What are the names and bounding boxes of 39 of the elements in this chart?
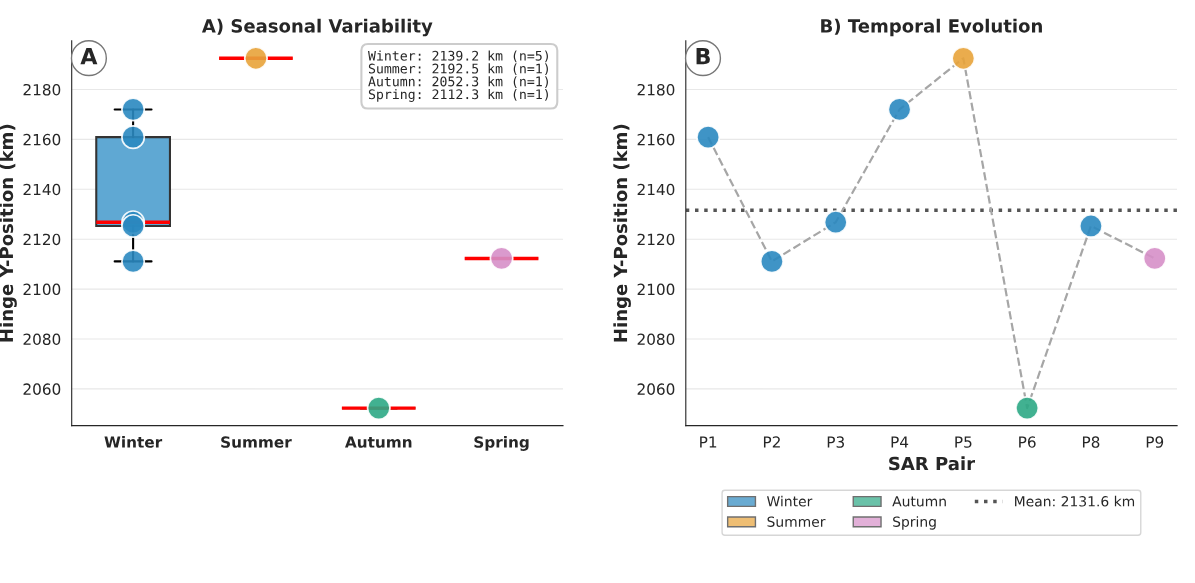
x-tick-label: P9: [1146, 436, 1164, 448]
annotation: Winter: 2139.2 km (n=5) Summer: 2192.5 km (n=1) Autumn: 2052.3 km (n=1) Spring: 2112.3 km (n=1): [368, 50, 548, 102]
y-tick-label: 2160: [23, 133, 61, 146]
y-axis-title: Hinge Y-Position (km): [613, 124, 631, 342]
chart-title: B) Temporal Evolution: [821, 18, 1042, 37]
y-tick-label: 2100: [637, 283, 675, 296]
y-tick-label: 2120: [637, 233, 675, 246]
y-tick-label: 2080: [637, 333, 675, 346]
x-tick-label: P1: [700, 436, 717, 448]
legend-label: Winter: [767, 495, 813, 507]
y-tick-label: 2140: [637, 183, 675, 196]
y-tick-label: 2180: [23, 83, 61, 96]
annotation: A: [80, 48, 98, 65]
y-tick-label: 2060: [637, 383, 675, 395]
y-tick-label: 2080: [23, 333, 61, 346]
x-tick-label: P3: [827, 436, 844, 448]
y-tick-label: 2100: [23, 283, 61, 296]
x-tick-label: Summer: [221, 436, 292, 448]
y-tick-label: 2140: [23, 183, 61, 196]
y-tick-label: 2120: [23, 233, 61, 246]
x-tick-label: Autumn: [344, 436, 412, 448]
x-axis-title: SAR Pair: [889, 456, 975, 471]
annotation: B: [696, 48, 710, 65]
x-tick-label: P8: [1082, 436, 1100, 448]
y-tick-label: 2060: [23, 383, 61, 395]
x-tick-label: P4: [891, 436, 909, 448]
y-tick-label: 2160: [637, 133, 675, 146]
chart-title: A) Seasonal Variability: [201, 18, 433, 37]
legend-label: Mean: 2131.6 km: [1015, 495, 1135, 507]
x-tick-label: Spring: [474, 436, 529, 451]
y-axis-title: Hinge Y-Position (km): [0, 124, 17, 342]
x-tick-label: P5: [955, 436, 972, 448]
y-tick-label: 2180: [637, 83, 675, 96]
x-tick-label: P6: [1019, 436, 1036, 448]
legend-label: Autumn: [892, 496, 946, 507]
legend-label: Spring: [893, 516, 936, 530]
x-tick-label: Winter: [104, 436, 163, 448]
x-tick-label: P2: [763, 436, 780, 448]
legend-label: Summer: [767, 516, 826, 527]
